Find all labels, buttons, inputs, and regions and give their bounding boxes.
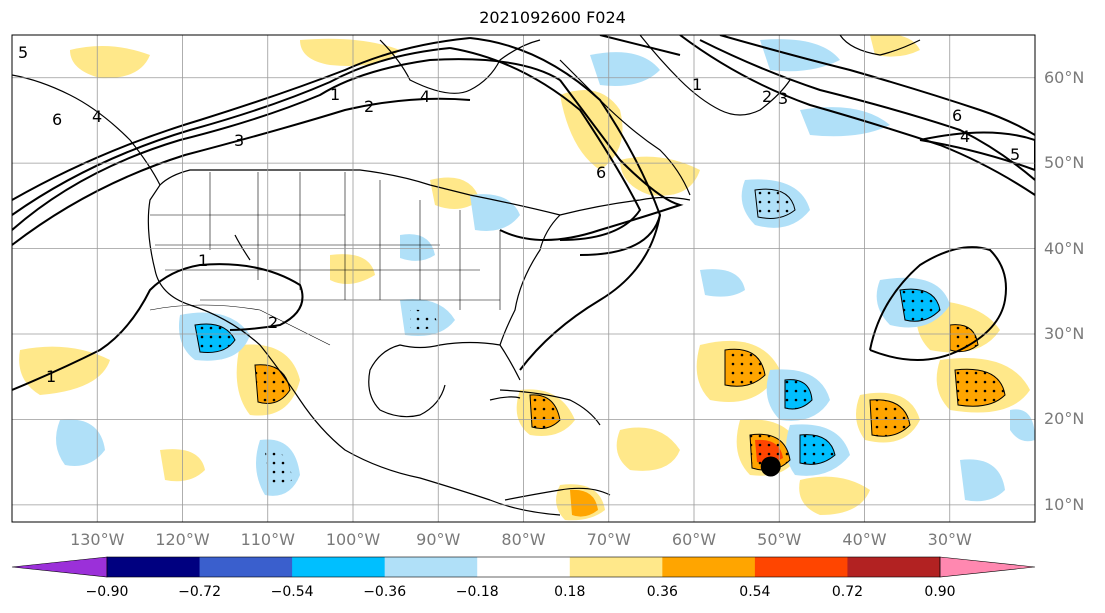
- longitude-label: 130°W: [70, 530, 125, 549]
- colorbar-segment: [662, 557, 756, 577]
- contour-value-label: 4: [92, 107, 102, 126]
- colorbar-segment: [384, 557, 478, 577]
- contour-value-label: 2: [268, 313, 278, 332]
- colorbar-tick-label: −0.90: [85, 584, 129, 600]
- longitude-label: 110°W: [240, 530, 295, 549]
- colorbar-extend-high: [939, 556, 1036, 578]
- colorbar-tick-label: 0.90: [924, 584, 956, 600]
- map-title: 2021092600 F024: [479, 8, 626, 27]
- contour-value-label: 3: [234, 131, 244, 150]
- colorbar-tick-label: −0.54: [270, 584, 314, 600]
- contour-value-label: 6: [952, 106, 962, 125]
- latitude-label: 20°N: [1044, 409, 1085, 429]
- latitude-label: 50°N: [1044, 153, 1085, 173]
- latitude-label: 30°N: [1044, 324, 1085, 344]
- colorbar: [11, 556, 1036, 578]
- colorbar-tick-label: 0.18: [554, 584, 586, 600]
- contour-value-label: 3: [778, 89, 788, 108]
- latitude-label: 40°N: [1044, 238, 1085, 258]
- contour-lines: [12, 35, 1035, 391]
- contour-value-label: 1: [692, 75, 702, 94]
- contour-value-label: 6: [596, 163, 606, 182]
- contour-value-label: 1: [330, 85, 340, 104]
- contour-value-label: 5: [18, 43, 28, 62]
- longitude-label: 40°W: [842, 530, 887, 549]
- colorbar-segment: [847, 557, 941, 577]
- longitude-label: 100°W: [325, 530, 381, 549]
- colorbar-tick-label: −0.72: [178, 584, 221, 600]
- colorbar-tick-label: 0.54: [739, 584, 771, 600]
- contour-value-label: 1: [198, 251, 208, 270]
- longitude-label: 30°W: [927, 530, 972, 549]
- colorbar-segment: [199, 557, 293, 577]
- storm-center-marker: [760, 456, 781, 477]
- latitude-label: 60°N: [1044, 67, 1085, 87]
- colorbar-segment: [477, 557, 571, 577]
- contour-value-label: 4: [420, 87, 430, 106]
- map-frame: [11, 34, 1036, 523]
- colorbar-tick-label: 0.36: [646, 584, 678, 600]
- significance-stippling: [195, 189, 1005, 487]
- colorbar-segment: [754, 557, 848, 577]
- coastlines: [12, 35, 921, 516]
- political-borders: [149, 172, 501, 346]
- colorbar-outline: [106, 556, 941, 578]
- colorbar-tick-label: −0.18: [455, 584, 499, 600]
- longitude-label: 60°W: [671, 530, 717, 549]
- latitude-label: 10°N: [1044, 494, 1085, 514]
- colorbar-segment: [107, 557, 201, 577]
- contour-value-label: 2: [762, 87, 772, 106]
- contour-value-label: 2: [364, 97, 374, 116]
- colorbar-extend-low: [11, 556, 108, 578]
- longitude-label: 90°W: [416, 530, 461, 549]
- colorbar-tick-label: −0.36: [363, 584, 407, 600]
- contour-value-label: 1: [46, 367, 56, 386]
- colorbar-segment: [569, 557, 663, 577]
- contour-value-label: 4: [960, 127, 970, 146]
- colorbar-tick-label: 0.72: [831, 584, 864, 600]
- significance-outlines: [194, 188, 1006, 471]
- longitude-label: 80°W: [501, 530, 546, 549]
- gridlines: [12, 35, 1035, 522]
- colorbar-segment: [292, 557, 386, 577]
- longitude-label: 120°W: [155, 530, 210, 549]
- contour-value-label: 6: [52, 110, 62, 129]
- contour-value-label: 5: [1010, 145, 1020, 164]
- longitude-label: 50°W: [757, 530, 802, 549]
- longitude-label: 70°W: [586, 530, 631, 549]
